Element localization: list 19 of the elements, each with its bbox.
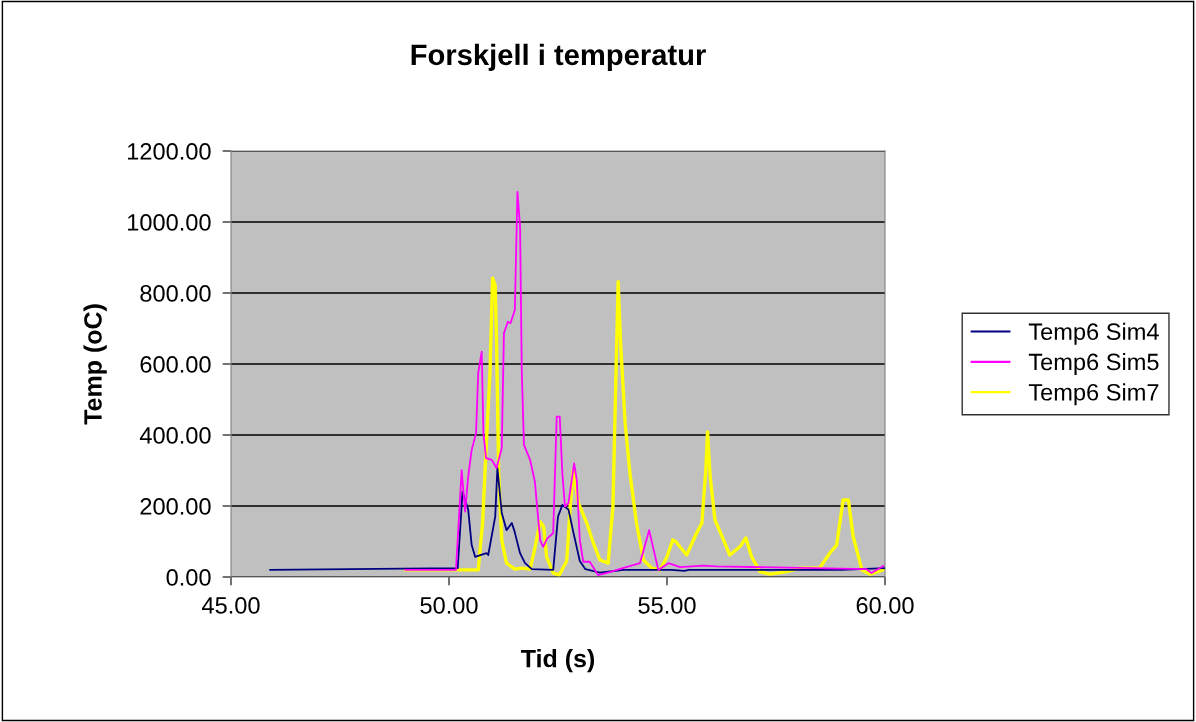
x-tick-label: 50.00: [420, 597, 478, 614]
chart-title: Forskjell i temperatur: [411, 43, 706, 71]
x-tick-label: 60.00: [856, 597, 914, 614]
line-series: [404, 190, 885, 577]
legend-label: Temp6 Sim5: [1028, 352, 1159, 375]
x-axis-title: Tid (s): [521, 649, 595, 673]
y-tick-label: 0.00: [166, 569, 211, 586]
y-tick-label: 400.00: [139, 427, 211, 444]
legend-label: Temp6 Sim7: [1028, 383, 1159, 406]
x-tick-label: 45.00: [202, 597, 260, 614]
y-tick-label: 1000.00: [128, 214, 211, 231]
line-series: [269, 467, 885, 574]
y-axis-title: Temp (oC): [83, 304, 107, 425]
legend-label: Temp6 Sim4: [1028, 322, 1159, 345]
y-tick-label: 600.00: [140, 356, 211, 373]
y-tick-label: 200.00: [140, 498, 211, 515]
x-tick-label: 55.00: [638, 597, 696, 614]
y-tick-label: 1200.00: [128, 143, 211, 160]
y-tick-label: 800.00: [140, 285, 211, 302]
